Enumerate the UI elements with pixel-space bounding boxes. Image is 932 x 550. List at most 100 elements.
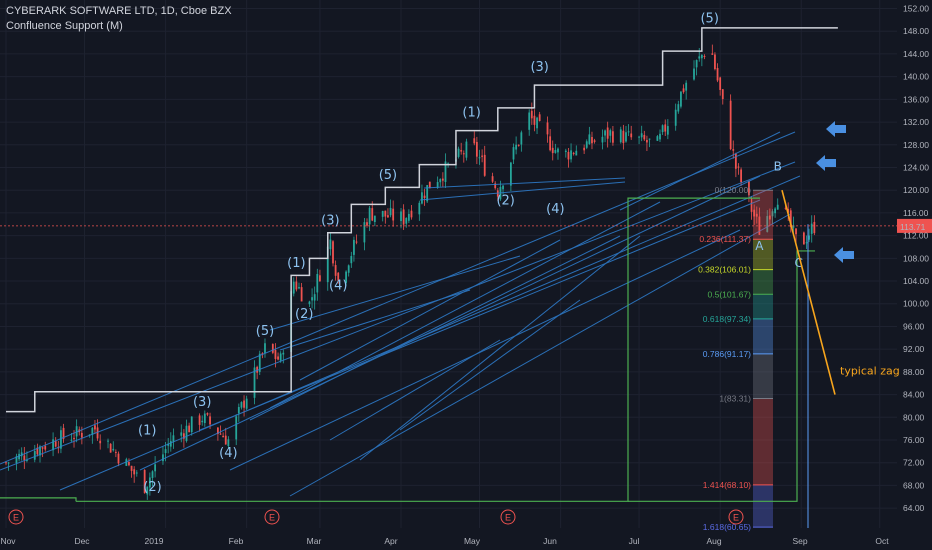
- candle-body: [515, 144, 518, 150]
- arrows: [816, 121, 854, 263]
- candle-body: [180, 432, 183, 436]
- trend-line: [0, 131, 796, 465]
- candle-body: [5, 462, 7, 464]
- candle-body: [439, 179, 442, 183]
- candle-body: [107, 440, 109, 442]
- candle-body: [758, 216, 761, 235]
- candle-body: [680, 91, 682, 107]
- fib-level-label: 0(120.00): [715, 185, 752, 195]
- candle-body: [216, 427, 219, 434]
- candle-body: [601, 136, 604, 143]
- candle-body: [319, 275, 321, 282]
- candle-body: [698, 56, 701, 59]
- candle-body: [33, 451, 36, 460]
- candle-body: [410, 210, 413, 218]
- earnings-label: E: [13, 513, 19, 523]
- wave-label: (5): [256, 324, 274, 339]
- x-tick-label: Nov: [0, 536, 16, 546]
- candle-body: [347, 265, 350, 273]
- earnings-label: E: [269, 513, 275, 523]
- candle-body: [509, 162, 512, 186]
- candle-body: [114, 451, 117, 453]
- wave-label: (1): [287, 256, 305, 271]
- candle-body: [162, 454, 164, 462]
- candle-body: [198, 415, 201, 425]
- y-tick-label: 64.00: [903, 503, 925, 513]
- candle-body: [661, 125, 664, 133]
- confluence-line: [628, 250, 815, 502]
- candle-body: [185, 425, 188, 442]
- indicator-label: Confluence Support (M): [6, 20, 123, 32]
- candle-body: [612, 131, 614, 143]
- fib-zone: [753, 318, 773, 354]
- candle-body: [384, 210, 387, 217]
- candle-body: [517, 144, 520, 146]
- fib-zone: [753, 239, 773, 270]
- candle-body: [373, 215, 376, 223]
- candle-body: [494, 183, 497, 189]
- candle-body: [721, 89, 724, 100]
- candle-body: [400, 211, 402, 222]
- x-tick-label: Oct: [875, 536, 889, 546]
- candle-body: [564, 150, 567, 152]
- candle-body: [776, 204, 779, 210]
- candle-body: [750, 198, 753, 212]
- candle-body: [292, 281, 295, 294]
- candle-body: [353, 239, 355, 255]
- candle-body: [441, 178, 444, 181]
- x-axis: Nov Dec 2019 Feb Mar Apr May Jun Jul Aug Sep Oct: [0, 536, 889, 546]
- candle-body: [546, 122, 549, 135]
- candle-body: [130, 465, 133, 471]
- candle-body: [39, 446, 41, 456]
- candle-body: [182, 433, 185, 439]
- chart-title: CYBERARK SOFTWARE LTD, 1D, Cboe BZX: [6, 5, 232, 17]
- candle-body: [795, 228, 797, 235]
- y-tick-label: 128.00: [903, 140, 929, 150]
- fib-zone: [753, 398, 773, 485]
- y-tick-label: 80.00: [903, 412, 925, 422]
- candle-body: [768, 215, 771, 220]
- y-tick-label: 148.00: [903, 26, 929, 36]
- candle-body: [502, 185, 504, 190]
- y-tick-label: 96.00: [903, 321, 925, 331]
- candle-body: [329, 239, 332, 250]
- step-levels: [6, 27, 838, 413]
- candle-body: [96, 427, 99, 439]
- confluence-line: [76, 197, 760, 502]
- fib-retracement: 0(120.00) 0.236(111.37) 0.382(106.01) 0.5(1…: [698, 185, 773, 532]
- candle-body: [648, 138, 651, 140]
- x-tick-label: Jun: [543, 536, 557, 546]
- candle-body: [36, 447, 39, 455]
- y-tick-label: 140.00: [903, 72, 929, 82]
- fib-level-label: 1(83.31): [719, 393, 751, 403]
- candle-body: [389, 207, 392, 216]
- candle-body: [60, 430, 62, 449]
- fib-level-label: 1.414(68.10): [703, 480, 751, 490]
- candle-body: [7, 462, 10, 464]
- last-price-label: 113.71: [900, 222, 926, 232]
- candle-body: [209, 416, 211, 425]
- fib-level-label: 0.382(106.01): [698, 265, 751, 275]
- candle-body: [172, 435, 175, 442]
- candle-body: [125, 459, 128, 466]
- candle-body: [530, 110, 533, 119]
- candle-body: [190, 416, 193, 433]
- trend-line: [199, 199, 761, 431]
- candle-body: [407, 213, 410, 221]
- candle-body: [674, 109, 677, 126]
- candle-body: [350, 256, 353, 264]
- candle-body: [298, 287, 300, 289]
- y-tick-label: 100.00: [903, 299, 929, 309]
- x-tick-label: May: [464, 536, 481, 546]
- candle-body: [421, 192, 423, 204]
- fib-zone: [753, 353, 773, 399]
- candle-body: [481, 155, 484, 157]
- y-tick-label: 88.00: [903, 367, 925, 377]
- left-arrow-icon: [826, 121, 846, 137]
- fib-level-label: 0.236(111.37): [699, 234, 751, 244]
- candle-body: [695, 60, 698, 68]
- earnings-marker: [264, 509, 280, 525]
- candle-body: [677, 104, 680, 112]
- y-tick-label: 132.00: [903, 117, 929, 127]
